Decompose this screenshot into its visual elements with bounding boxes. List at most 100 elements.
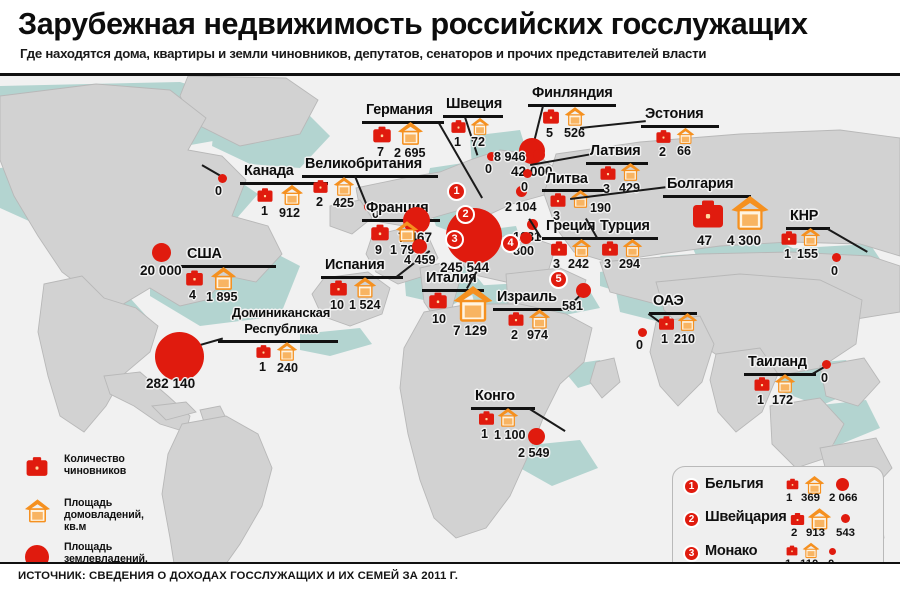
home-value-canada: 912 [279, 206, 301, 220]
badge-2: 2 [683, 511, 700, 528]
world-map: Канада 0 1 912 США 20 000 4 [0, 76, 900, 592]
country-name-spain: Испания [325, 257, 385, 273]
page-subtitle: Где находятся дома, квартиры и земли чин… [20, 46, 707, 61]
legend-row-belgium[interactable]: 1 Бельгия 1 369 2 066 [673, 475, 885, 509]
land-value-congo: 2 549 [518, 446, 550, 460]
country-name-greece: Греция [546, 218, 596, 234]
land-dot-canada [218, 174, 227, 183]
country-name-thailand: Таиланд [748, 354, 807, 370]
land-dot-sweden [487, 152, 496, 161]
land-value-dominican: 282 140 [146, 376, 196, 391]
officials-value-germany: 7 [377, 145, 385, 159]
land-value-uae: 0 [636, 338, 644, 352]
home-value-uae: 210 [674, 332, 696, 346]
land-value-lithuania: 0 [521, 180, 529, 194]
officials-value-greece: 3 [553, 257, 561, 271]
source-note: ИСТОЧНИК: СВЕДЕНИЯ О ДОХОДАХ ГОССЛУЖАЩИХ… [18, 570, 459, 582]
land-value-thailand: 0 [821, 371, 829, 385]
land-dot-spain [412, 239, 427, 254]
land-value-latvia: 8 946 [494, 150, 526, 164]
home-value-uk: 425 [333, 196, 355, 210]
home-value-israel: 974 [527, 328, 549, 342]
land-dot-congo [528, 428, 545, 445]
officials-value-latvia: 3 [603, 182, 611, 196]
country-name-estonia: Эстония [645, 106, 704, 122]
officials-value-france: 9 [375, 243, 383, 257]
home-value-dominican: 240 [277, 361, 299, 375]
officials-value-sweden: 1 [454, 135, 462, 149]
country-name-uae: ОАЭ [653, 293, 684, 309]
country-name-china: КНР [790, 208, 819, 224]
land-value-switzerland: 543 [836, 527, 856, 539]
home-value-belgium: 369 [801, 492, 821, 504]
badge-1: 1 [683, 478, 700, 495]
home-value-china: 155 [797, 247, 819, 261]
footer: ИСТОЧНИК: СВЕДЕНИЯ О ДОХОДАХ ГОССЛУЖАЩИХ… [0, 562, 900, 592]
country-name-finland: Финляндия [532, 85, 613, 101]
officials-value-china: 1 [784, 247, 792, 261]
home-value-congo: 1 100 [494, 428, 526, 442]
legend-label-home-area: Площадь домовладений, кв.м [64, 497, 144, 534]
officials-value-uk: 2 [316, 195, 324, 209]
land-dot-uk [364, 203, 372, 211]
officials-value-uae: 1 [661, 332, 669, 346]
country-name-usa: США [187, 246, 222, 262]
officials-value-belgium: 1 [786, 492, 793, 504]
land-dot-usa [152, 243, 171, 262]
map-pin-3[interactable]: 3 [445, 230, 464, 249]
country-name-dominican: Доминиканская Республика [231, 305, 331, 336]
country-name-italy: Италия [426, 270, 477, 286]
land-value-sweden: 0 [485, 162, 493, 176]
country-name-monaco: Монако [705, 543, 758, 559]
map-pin-4[interactable]: 4 [501, 234, 520, 253]
country-name-turkey: Турция [600, 218, 650, 234]
officials-value-thailand: 1 [757, 393, 765, 407]
officials-value-lithuania: 3 [553, 209, 561, 223]
legend-label-officials: Количество чиновников [64, 453, 127, 478]
land-value-china: 0 [831, 264, 839, 278]
country-name-bulgaria: Болгария [667, 176, 734, 192]
world-map-vector [0, 76, 900, 592]
country-name-uk: Великобритания [305, 156, 422, 172]
map-pin-1[interactable]: 1 [447, 182, 466, 201]
country-name-switzerland: Швейцария [705, 509, 787, 525]
home-value-turkey: 294 [619, 257, 641, 271]
country-name-canada: Канада [244, 163, 294, 179]
officials-value-usa: 4 [189, 288, 197, 302]
officials-value-finland: 5 [546, 126, 554, 140]
land-dot-uae [638, 328, 647, 337]
legend-row-switzerland[interactable]: 2 Швейцария 2 913 543 [673, 508, 885, 542]
land-dot-thailand [822, 360, 831, 369]
land-value-italy: 245 544 [440, 260, 490, 275]
officials-value-spain: 10 [330, 298, 345, 312]
home-value-switzerland: 913 [806, 527, 826, 539]
page-title: Зарубежная недвижимость российских госсл… [18, 7, 808, 41]
officials-value-switzerland: 2 [791, 527, 798, 539]
home-value-usa: 1 895 [206, 290, 238, 304]
country-name-sweden: Швеция [446, 96, 503, 112]
country-name-israel: Израиль [497, 289, 557, 305]
land-dot-lithuania [523, 169, 532, 178]
home-value-greece: 242 [568, 257, 590, 271]
officials-value-canada: 1 [261, 204, 269, 218]
land-dot-dominican [155, 332, 204, 381]
land-value-usa: 20 000 [140, 263, 182, 278]
country-name-lithuania: Литва [546, 171, 588, 187]
officials-value-congo: 1 [481, 427, 489, 441]
header: Зарубежная недвижимость российских госсл… [0, 0, 900, 76]
officials-value-estonia: 2 [659, 145, 667, 159]
land-value-canada: 0 [215, 184, 223, 198]
home-value-estonia: 66 [677, 144, 692, 158]
land-value-spain: 4 459 [404, 253, 436, 267]
home-value-bulgaria: 4 300 [727, 233, 762, 248]
land-dot-germany [516, 186, 527, 197]
map-pin-5[interactable]: 5 [549, 270, 568, 289]
home-value-spain: 1 524 [349, 298, 381, 312]
land-dot-greece [520, 232, 532, 244]
map-pin-2[interactable]: 2 [456, 205, 475, 224]
legend-row-monaco[interactable]: 3 Монако 1 110 0 [673, 542, 885, 576]
officials-value-italy: 10 [432, 312, 447, 326]
land-value-israel: 581 [562, 299, 584, 313]
land-dot-china [832, 253, 841, 262]
